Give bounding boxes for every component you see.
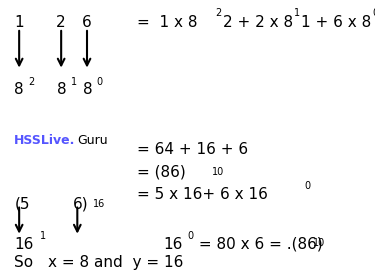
Text: 10: 10 xyxy=(212,167,224,177)
Text: 16: 16 xyxy=(93,199,105,209)
Text: 2: 2 xyxy=(56,15,66,30)
Text: 8: 8 xyxy=(57,82,67,98)
Text: 1 + 6 x 8: 1 + 6 x 8 xyxy=(301,15,371,30)
Text: = 5 x 16+ 6 x 16: = 5 x 16+ 6 x 16 xyxy=(137,187,268,202)
Text: 2: 2 xyxy=(28,77,34,87)
Text: 16: 16 xyxy=(14,236,34,252)
Text: 1: 1 xyxy=(14,15,24,30)
Text: 8: 8 xyxy=(14,82,24,98)
Text: = (86): = (86) xyxy=(137,165,186,180)
Text: So: So xyxy=(14,255,33,270)
Text: 6): 6) xyxy=(72,197,88,212)
Text: 2 + 2 x 8: 2 + 2 x 8 xyxy=(223,15,293,30)
Text: Guru: Guru xyxy=(77,134,108,147)
Text: =  1 x 8: = 1 x 8 xyxy=(137,15,198,30)
Text: 16: 16 xyxy=(163,236,182,252)
Text: 1: 1 xyxy=(294,8,300,18)
Text: x = 8 and  y = 16: x = 8 and y = 16 xyxy=(48,255,184,270)
Text: (5: (5 xyxy=(14,197,30,212)
Text: HSSLive.: HSSLive. xyxy=(14,134,76,147)
Text: 8: 8 xyxy=(83,82,92,98)
Text: 2: 2 xyxy=(215,8,222,18)
Text: 1: 1 xyxy=(39,231,46,241)
Text: = 80 x 6 = .(86): = 80 x 6 = .(86) xyxy=(194,236,322,252)
Text: 0: 0 xyxy=(304,181,310,191)
Text: 0: 0 xyxy=(187,231,193,241)
Text: = 64 + 16 + 6: = 64 + 16 + 6 xyxy=(137,142,248,157)
Text: 0: 0 xyxy=(96,77,102,87)
Text: 10: 10 xyxy=(313,238,326,249)
Text: 0: 0 xyxy=(372,8,375,18)
Text: 1: 1 xyxy=(70,77,76,87)
Text: 6: 6 xyxy=(82,15,92,30)
